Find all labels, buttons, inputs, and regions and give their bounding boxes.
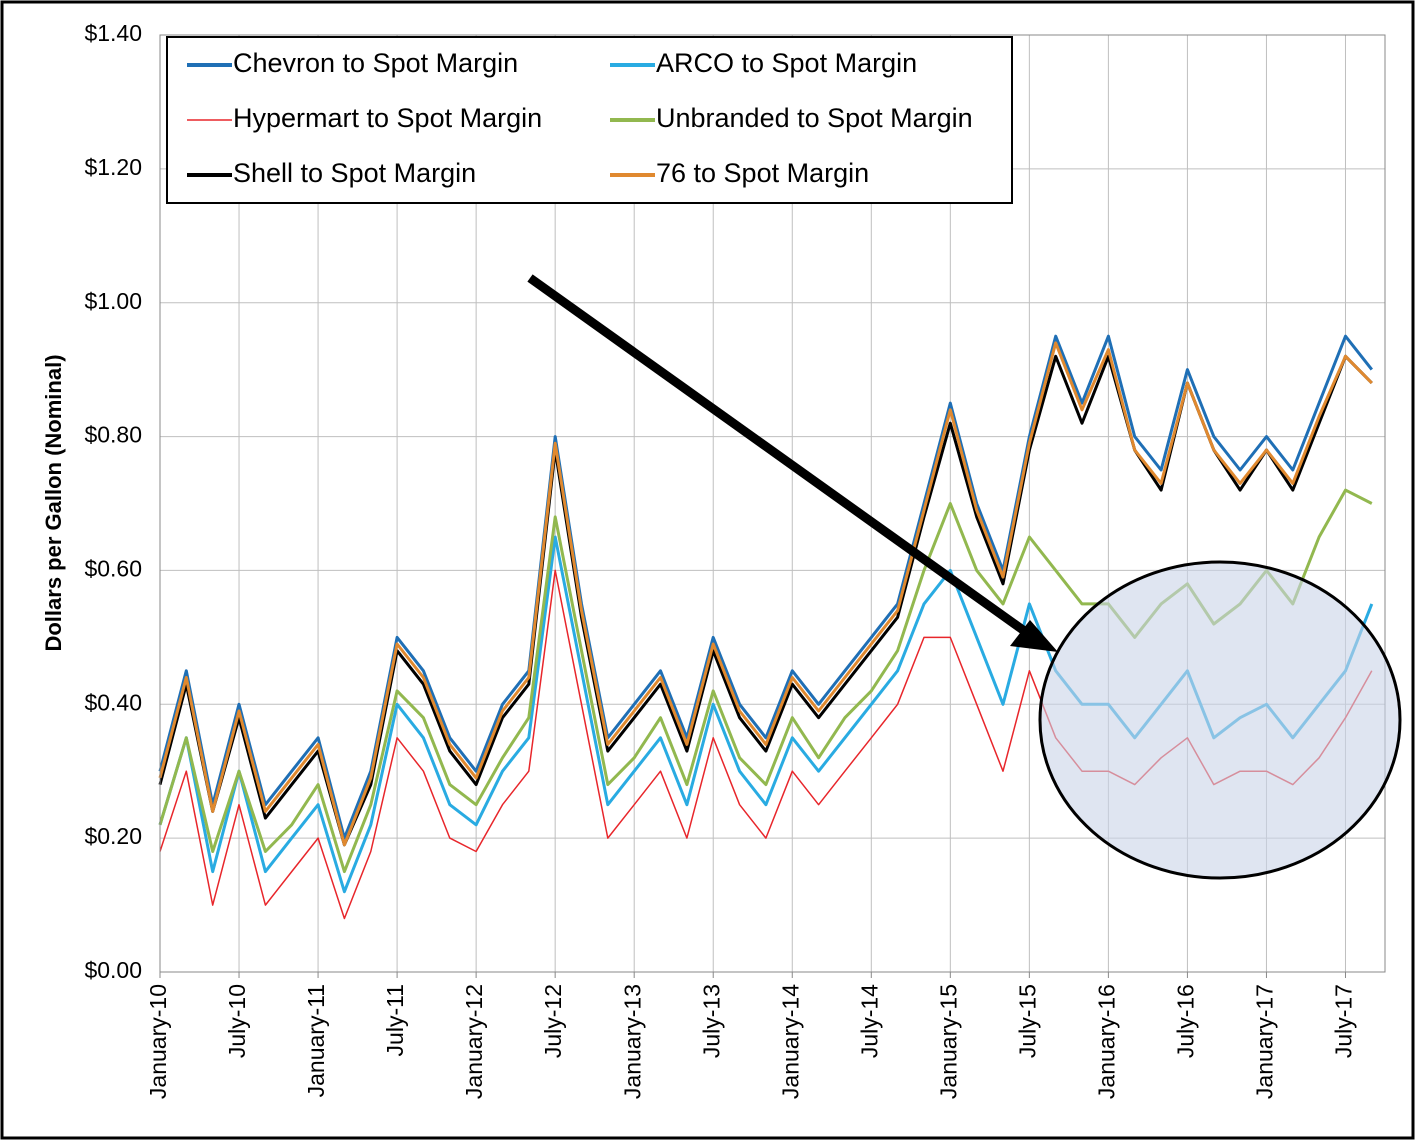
arrow-head <box>1010 620 1058 652</box>
legend-label: 76 to Spot Margin <box>656 158 869 188</box>
y-tick-label: $0.40 <box>84 689 142 715</box>
x-tick-label: January-16 <box>1093 984 1119 1099</box>
y-tick-label: $0.60 <box>84 556 142 582</box>
y-tick-label: $0.20 <box>84 823 142 849</box>
y-tick-label: $0.80 <box>84 422 142 448</box>
legend-label: Unbranded to Spot Margin <box>656 103 973 133</box>
x-tick-label: July-12 <box>540 984 566 1058</box>
x-tick-label: January-14 <box>777 984 803 1099</box>
highlight-ellipse <box>1038 560 1402 880</box>
series-line <box>158 341 1373 847</box>
x-tick-label: July-11 <box>382 984 408 1056</box>
y-tick-label: $1.00 <box>84 288 142 314</box>
x-tick-label: July-13 <box>698 984 724 1058</box>
y-axis-label: Dollars per Gallon (Nominal) <box>41 354 66 651</box>
plot-frame <box>159 34 1386 973</box>
x-tick-label: July-14 <box>856 984 882 1058</box>
y-tick-label: $0.00 <box>84 957 142 983</box>
axes: $0.00 $0.20 $0.40 $0.60 $0.80 $1.00 $1.20 $1.40… <box>84 20 1356 1099</box>
arrow-shaft <box>527 274 1033 639</box>
y-tick-label: $1.40 <box>84 20 142 46</box>
x-tick-label: July-10 <box>224 984 250 1058</box>
x-tick-label: January-12 <box>461 984 487 1099</box>
x-tick-label: July-16 <box>1172 984 1198 1058</box>
x-tick-label: January-10 <box>145 984 171 1099</box>
x-tick-label: January-17 <box>1252 984 1278 1099</box>
x-tick-label: January-11 <box>303 984 329 1097</box>
legend-label: ARCO to Spot Margin <box>656 48 917 78</box>
x-tick-label: July-15 <box>1014 984 1040 1058</box>
x-tick-label: July-17 <box>1331 984 1357 1058</box>
y-tick-label: $1.20 <box>84 154 142 180</box>
legend-label: Shell to Spot Margin <box>233 158 476 188</box>
x-tick-label: January-15 <box>935 984 961 1099</box>
x-tick-label: January-13 <box>619 984 645 1099</box>
legend-box <box>166 36 1013 204</box>
series-line <box>158 334 1373 840</box>
legend-label: Chevron to Spot Margin <box>233 48 518 78</box>
legend-label: Hypermart to Spot Margin <box>233 103 542 133</box>
legend: Chevron to Spot Margin ARCO to Spot Margi… <box>166 36 1013 204</box>
